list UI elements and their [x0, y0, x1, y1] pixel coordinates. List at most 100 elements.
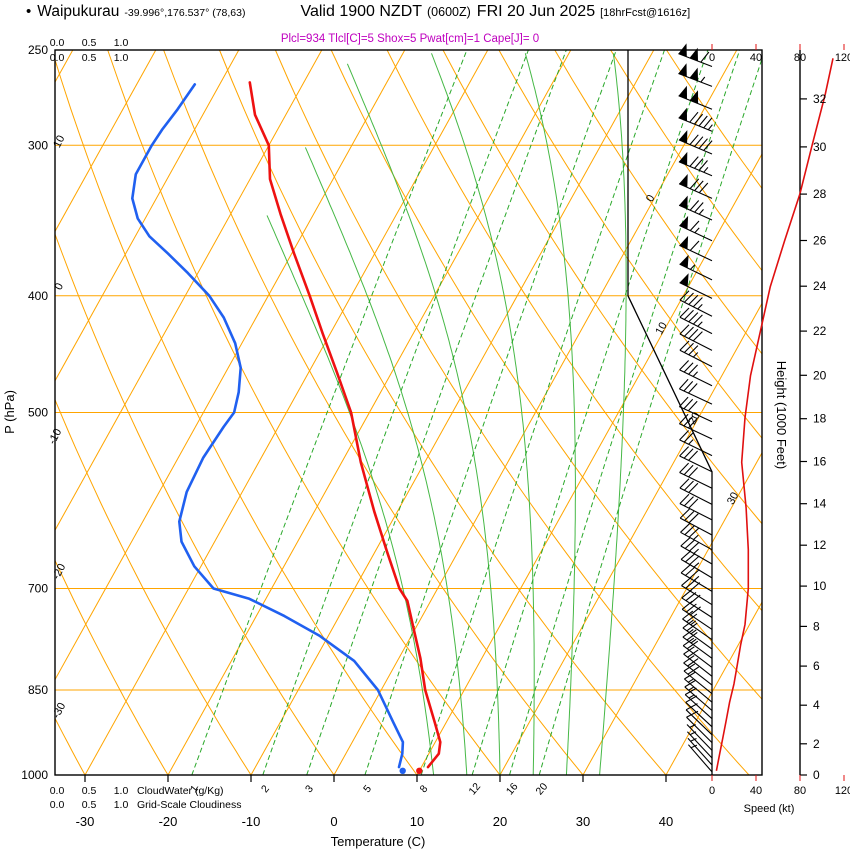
cloudiness-tick-top: 0.5	[82, 52, 97, 64]
wind-barb	[685, 695, 713, 728]
wind-barb	[678, 378, 713, 405]
speed-axis-title: Speed (kt)	[744, 803, 795, 815]
temperature-tick-label: -20	[159, 814, 178, 829]
height-tick-label: 0	[813, 768, 820, 782]
pressure-tick-label: 250	[28, 43, 48, 57]
wind-barb	[679, 478, 713, 505]
pressure-gridlines	[55, 144, 762, 691]
wind-barb	[680, 522, 713, 551]
height-tick-label: 22	[813, 324, 827, 338]
temperature-tick-label: 40	[659, 814, 673, 829]
speed-tick-label-bottom: 80	[794, 785, 806, 797]
temperature-tick-label: 20	[493, 814, 507, 829]
cloudwater-tick-bottom: 1.0	[114, 785, 129, 797]
pressure-tick-label: 300	[28, 138, 48, 152]
wind-barb	[679, 508, 713, 536]
height-tick-label: 10	[813, 579, 827, 593]
wind-barb	[685, 703, 713, 736]
surface-temp-dot	[416, 767, 423, 774]
sounding-curves	[131, 81, 442, 774]
temperature-axis-title: Temperature (C)	[331, 834, 426, 849]
isotherm-label: 20	[686, 410, 702, 427]
height-tick-label: 26	[813, 234, 827, 248]
pressure-axis-title: P (hPa)	[2, 390, 17, 434]
height-tick-label: 6	[813, 659, 820, 673]
height-tick-label: 20	[813, 368, 827, 382]
wind-barb	[679, 324, 713, 351]
wind-barb	[679, 446, 713, 473]
wind-barb	[680, 550, 713, 579]
wind-barb	[679, 340, 713, 368]
wind-barb	[679, 235, 713, 262]
wind-barb	[687, 744, 713, 773]
speed-curve	[715, 58, 834, 771]
wind-barb	[678, 151, 713, 177]
wind-barb	[683, 663, 713, 695]
valid-date: FRI 20 Jun 2025	[476, 3, 596, 20]
cloudwater-tick-top: 1.0	[114, 37, 129, 49]
dry-adiabat-label: -30	[50, 701, 68, 721]
height-tick-label: 32	[813, 92, 827, 106]
cloudiness-tick-bottom: 0.0	[50, 799, 65, 811]
valid-utc: (0600Z)	[427, 5, 471, 19]
speed-tick-label-top: 80	[794, 52, 806, 64]
wind-speed-profile	[715, 58, 834, 771]
wind-barb	[679, 307, 713, 335]
wind-barb	[680, 563, 713, 592]
wind-barb	[684, 687, 713, 720]
wind-barb	[679, 360, 713, 387]
wind-barb	[679, 254, 713, 281]
wind-barb	[678, 396, 713, 423]
dry-adiabat-label: -10	[46, 427, 64, 447]
height-tick-label: 24	[813, 279, 827, 293]
forecast-tag: [18hrFcst@1616z]	[600, 7, 691, 19]
cloudiness-tick-top: 0.0	[50, 52, 65, 64]
wind-barb	[681, 600, 713, 630]
speed-tick-label-bottom: 120	[835, 785, 850, 797]
speed-tick-label-bottom: 0	[709, 785, 715, 797]
chart-header: • Waipukurau -39.996°,176.537° (78,63) V…	[26, 3, 690, 21]
wind-barb	[686, 731, 713, 759]
temperature-tick-label: 30	[576, 814, 590, 829]
wind-barb	[687, 737, 713, 766]
temperature-tick-label: -10	[242, 814, 261, 829]
dry-adiabat-label: 10	[51, 133, 67, 149]
temperature-tick-label: 0	[330, 814, 337, 829]
dry-adiabat-label: 0	[53, 281, 66, 292]
cloudiness-tick-bottom: 0.5	[82, 799, 97, 811]
wind-barb	[678, 85, 713, 110]
isotherm-label: 10	[653, 320, 669, 337]
isotherm-label: 30	[725, 490, 741, 507]
height-tick-label: 16	[813, 455, 827, 469]
wind-barbs	[678, 43, 713, 773]
height-tick-label: 18	[813, 412, 827, 426]
valid-time: Valid 1900 NZDT	[300, 3, 423, 20]
wind-barb	[681, 589, 713, 618]
wind-barb	[678, 413, 713, 440]
mixing-ratio-gridlines	[191, 50, 762, 775]
wind-barb	[679, 215, 713, 242]
plot-frame	[54, 49, 801, 776]
cloudiness-axis-title: Grid-Scale Cloudiness	[137, 799, 241, 811]
wind-barb	[684, 671, 713, 703]
isotherm-label: 0	[644, 193, 657, 204]
station-name: Waipukurau	[37, 3, 120, 20]
pressure-tick-label: 1000	[21, 768, 48, 782]
speed-tick-label-top: 120	[835, 52, 850, 64]
cloudwater-tick-bottom: 0.0	[50, 785, 65, 797]
wind-barb	[678, 43, 713, 68]
wind-barb	[684, 679, 713, 711]
height-axis-title: Height (1000 Feet)	[774, 361, 789, 469]
wind-barb	[682, 619, 713, 650]
wind-barb	[678, 195, 713, 221]
wind-barb	[679, 430, 713, 457]
speed-tick-label-top: 0	[709, 52, 715, 64]
wind-barb	[682, 628, 713, 659]
wind-barb	[683, 646, 713, 677]
height-tick-label: 14	[813, 497, 827, 511]
wind-barb	[682, 637, 713, 668]
wind-barb	[678, 174, 713, 199]
mixing-ratio-label: 16	[504, 781, 521, 798]
height-tick-label: 2	[813, 737, 820, 751]
station-coords: -39.996°,176.537° (78,63)	[124, 7, 246, 19]
